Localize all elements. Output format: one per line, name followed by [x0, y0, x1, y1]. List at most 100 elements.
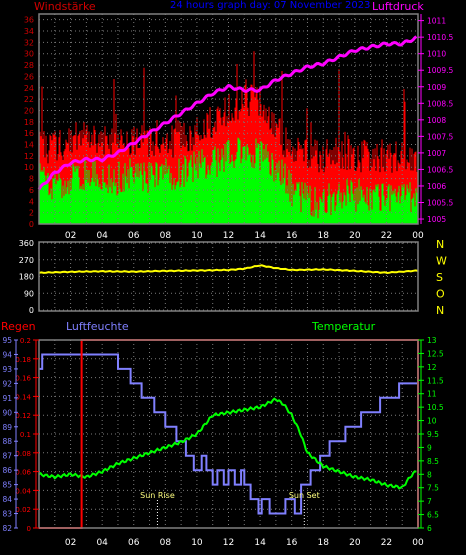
temperature-axis-tick-label: 7 [427, 497, 432, 506]
wind-axis-tick-label: 0 [29, 220, 34, 229]
rain-axis-tick-label: 0.18 [15, 356, 31, 364]
rain-axis-tick-label: 0.2 [20, 337, 31, 345]
pressure-axis-tick-label: 1009.5 [427, 66, 453, 75]
wind-tick-label: 14 [254, 231, 266, 241]
compass-label: S [436, 271, 443, 284]
climate-tick-label: 02 [65, 538, 76, 548]
wind-axis-tick-label: 20 [24, 106, 34, 115]
climate-tick-label: 22 [381, 538, 392, 548]
temperature-axis-tick-label: 9.5 [427, 430, 439, 439]
climate-tick-label: 04 [96, 538, 108, 548]
wind-axis-tick-label: 24 [24, 84, 34, 93]
climate-tick-label: 12 [223, 538, 234, 548]
climate-axes: 0 0.02 0.04 0.06 0.08 0.1 0.12 0.14 0.16 0.18 0.2 8… [2, 336, 443, 533]
chart-title: 24 hours graph day: 07 November 2023 [170, 0, 370, 11]
humidity-axis-tick-label: 82 [2, 524, 12, 533]
wind-tick-label: 12 [223, 231, 234, 241]
wind-frame [38, 13, 419, 225]
direction-axis-ticks: 0 90 180 270 360 [19, 239, 34, 315]
humidity-axis-tick-label: 88 [2, 437, 12, 446]
climate-grid [39, 339, 418, 529]
pressure-axis-tick-label: 1010 [427, 50, 446, 59]
wind-tick-label: 20 [349, 231, 361, 241]
wind-axis-tick-label: 14 [24, 141, 34, 150]
direction-axis-tick-label: 360 [19, 239, 34, 248]
wind-tick-label: 06 [128, 231, 140, 241]
pressure-axis-tick-label: 1008.5 [427, 99, 453, 108]
pressure-axis-ticks: 1005 1005.5 1006 1006.5 1007 1007.5 1008 1008.5… [418, 14, 453, 224]
wind-tick-label: 10 [191, 231, 203, 241]
humidity-axis-tick-label: 94 [2, 350, 12, 359]
rain-axis-tick-label: 0.06 [15, 469, 31, 477]
pressure-line [37, 35, 418, 191]
rain-axis-tick-label: 0.16 [15, 375, 31, 383]
humidity-axis-tick-label: 84 [2, 495, 12, 504]
temperature-axis-tick-label: 6 [427, 524, 432, 533]
temperature-axis-tick-label: 13 [427, 336, 437, 345]
pressure-axis-tick-label: 1006.5 [427, 165, 453, 174]
humidity-axis-tick-label: 92 [2, 379, 12, 388]
pressure-axis-tick-label: 1005.5 [427, 199, 453, 208]
wind-axis-tick-label: 6 [29, 186, 34, 195]
wind-tick-label: 02 [65, 231, 76, 241]
rain-axis-tick-label: 0.12 [15, 412, 31, 420]
wind-axis-tick-label: 36 [24, 16, 34, 25]
humidity-axis-tick-label: 89 [2, 423, 12, 432]
compass-label: W [436, 255, 447, 268]
sunrise-label: Sun Rise [140, 491, 175, 500]
pressure-label: Luftdruck [372, 0, 424, 13]
humidity-axis-tick-label: 91 [2, 394, 12, 403]
wind-tick-label: 00 [412, 231, 424, 241]
wind-axis-tick-label: 18 [24, 118, 34, 127]
wind-tick-label: 22 [381, 231, 392, 241]
climate-tick-label: 06 [128, 538, 140, 548]
sunset-label: Sun Set [289, 491, 320, 500]
temperature-axis-tick-label: 10 [427, 417, 437, 426]
pressure-axis-tick-label: 1007 [427, 149, 446, 158]
humidity-line [39, 353, 418, 515]
temperature-line [38, 397, 417, 490]
temperature-axis-tick-label: 10.5 [427, 403, 444, 412]
wind-axis-tick-label: 26 [24, 72, 34, 81]
wind-axis-tick-label: 2 [29, 209, 34, 218]
rain-axis-tick-label: 0 [27, 525, 31, 533]
pressure-axis-tick-label: 1006 [427, 182, 446, 191]
wind-tick-label: 04 [96, 231, 108, 241]
pressure-axis-tick-label: 1011 [427, 17, 446, 26]
humidity-axis-tick-label: 93 [2, 365, 12, 374]
wind-axis-tick-label: 28 [24, 61, 34, 70]
rain-axis-tick-label: 0.14 [15, 393, 31, 401]
climate-tick-label: 18 [318, 538, 330, 548]
wind-tick-label: 08 [160, 231, 172, 241]
climate-tick-label: 08 [160, 538, 172, 548]
pressure-axis-tick-label: 1005 [427, 215, 446, 224]
humidity-label: Luftfeuchte [66, 320, 129, 333]
temperature-axis-tick-label: 8.5 [427, 457, 439, 466]
climate-x-ticks: 02 04 06 08 10 12 14 16 18 20 22 00 [65, 538, 424, 548]
temperature-axis-tick-label: 9 [427, 443, 432, 452]
rain-label: Regen [1, 320, 36, 333]
wind-axis-tick-label: 34 [24, 27, 34, 36]
direction-grid [39, 242, 418, 311]
rain-axis-tick-label: 0.1 [20, 431, 31, 439]
wind-axis-tick-label: 32 [24, 38, 34, 47]
wind-grid [39, 14, 418, 225]
temperature-axis-tick-label: 11 [427, 390, 437, 399]
wind-axis-tick-label: 16 [24, 129, 34, 138]
direction-frame [38, 241, 419, 312]
pressure-axis-tick-label: 1009 [427, 83, 446, 92]
temperature-axis-tick-label: 8 [427, 470, 432, 479]
humidity-axis-tick-label: 85 [2, 481, 12, 490]
humidity-axis-tick-label: 95 [2, 336, 12, 345]
direction-axis-tick-label: 270 [19, 256, 34, 265]
direction-axis-tick-label: 0 [29, 306, 34, 315]
rain-axis-tick-label: 0.08 [15, 450, 31, 458]
humidity-axis-tick-label: 90 [2, 408, 12, 417]
wind-axis-tick-label: 22 [24, 95, 34, 104]
pressure-axis-tick-label: 1010.5 [427, 33, 453, 42]
temperature-axis-tick-label: 6.5 [427, 511, 439, 520]
